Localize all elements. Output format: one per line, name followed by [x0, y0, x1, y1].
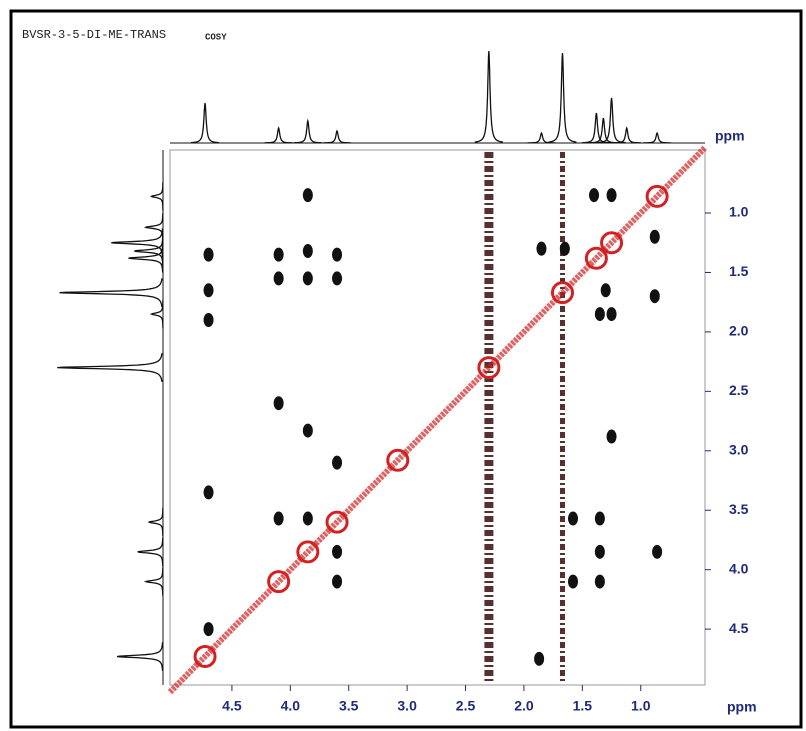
x-tick-label: 4.5: [222, 698, 242, 714]
top-projection-peak: [191, 102, 220, 144]
cross-peak: [606, 429, 617, 444]
cross-peak: [203, 247, 214, 262]
cross-peak: [536, 241, 547, 256]
cross-peak: [332, 247, 343, 262]
cross-peak: [594, 511, 605, 526]
cross-peak: [589, 188, 600, 203]
cross-peak: [203, 622, 214, 637]
top-projection-peak: [582, 112, 611, 144]
cross-peak: [332, 574, 343, 589]
diagonal-peak: [645, 184, 669, 208]
cross-peak: [273, 511, 284, 526]
cross-peak: [559, 241, 570, 256]
cross-peak: [273, 247, 284, 262]
cross-peak: [203, 485, 214, 500]
cross-peak: [594, 544, 605, 559]
diagonal-peak: [600, 231, 624, 255]
cross-peak: [600, 283, 611, 298]
y-tick-label: 4.5: [729, 620, 749, 636]
cross-peak: [594, 574, 605, 589]
y-tick-label: 2.0: [729, 323, 749, 339]
chart-subtitle: COSY: [205, 32, 227, 42]
cross-peak: [302, 271, 313, 286]
x-tick-label: 2.5: [456, 698, 476, 714]
diagonal-peak: [193, 644, 217, 668]
cross-peak: [534, 651, 545, 666]
cross-peak: [273, 396, 284, 411]
cross-peak: [606, 307, 617, 322]
cross-peak: [332, 271, 343, 286]
cross-peak: [649, 229, 660, 244]
diagonal-peak: [325, 510, 349, 534]
diagonal-peak: [550, 281, 574, 305]
top-projection-peak: [548, 52, 577, 143]
cross-peak: [203, 283, 214, 298]
x-tick-label: 1.5: [573, 698, 593, 714]
cross-peak: [302, 188, 313, 203]
y-tick-label: 4.0: [729, 560, 749, 576]
cross-peak: [332, 455, 343, 470]
x-tick-label: 3.0: [397, 698, 417, 714]
cross-peak: [203, 313, 214, 328]
cross-peak: [652, 544, 663, 559]
left-projection-peak: [128, 243, 164, 273]
cross-peak: [594, 307, 605, 322]
diagonal-peak: [386, 448, 410, 472]
cross-peak: [332, 544, 343, 559]
y-tick-label: 1.0: [729, 204, 749, 220]
frame: [9, 9, 803, 729]
y-tick-label: 3.0: [729, 441, 749, 457]
cross-peak: [273, 271, 284, 286]
x-tick-label: 2.0: [514, 698, 534, 714]
chart-title: BVSR-3-5-DI-ME-TRANS: [22, 28, 166, 42]
top-projection-peak: [474, 50, 504, 143]
x-tick-label: 1.0: [631, 698, 651, 714]
cross-peak: [606, 188, 617, 203]
cross-peak: [302, 511, 313, 526]
left-projection-peak: [116, 642, 164, 671]
y-tick-label: 2.5: [729, 382, 749, 398]
diagonal-peak: [584, 246, 608, 270]
cross-peak: [649, 289, 660, 304]
y-tick-label: 1.5: [729, 263, 749, 279]
left-projection-peak: [57, 353, 163, 383]
y-tick-label: 3.5: [729, 501, 749, 517]
x-tick-label: 4.0: [281, 698, 301, 714]
x-tick-label: 3.5: [339, 698, 359, 714]
diagonal-peak: [477, 356, 501, 380]
left-projection-peak: [59, 278, 163, 308]
left-projection-peak: [134, 236, 164, 266]
cross-peak: [302, 423, 313, 438]
cross-peak: [568, 574, 579, 589]
diagonal-peak: [296, 540, 320, 564]
x-axis-label: ppm: [727, 699, 757, 715]
plot-area: [169, 149, 706, 686]
left-projection-peak: [137, 537, 164, 567]
y-axis-label: ppm: [715, 128, 745, 144]
cross-peak: [302, 244, 313, 259]
diagonal-peak: [267, 570, 291, 594]
cross-peak: [568, 511, 579, 526]
diagonal-ridge: [167, 145, 708, 695]
